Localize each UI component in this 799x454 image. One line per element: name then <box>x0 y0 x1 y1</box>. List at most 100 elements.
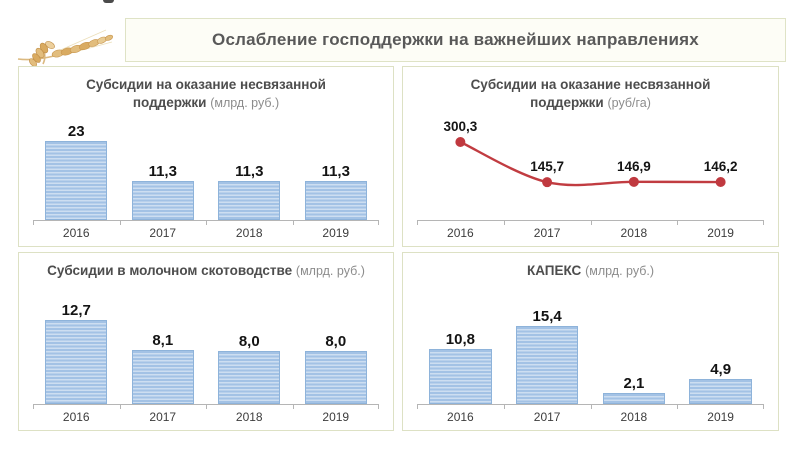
bar <box>218 181 281 220</box>
axis-tick <box>590 405 592 409</box>
bar-value-label: 8,0 <box>325 333 347 350</box>
line-marker <box>715 177 726 188</box>
chart-title: Субсидии на оказание несвязанной поддерж… <box>435 76 747 112</box>
x-axis-tick-label: 2019 <box>707 226 734 240</box>
line-plot-area: 300,3 145,7 146,9 146,2 <box>417 116 764 220</box>
bar-value-label: 2,1 <box>623 375 645 392</box>
x-axis-labels: 2016 2017 2018 2019 <box>417 410 764 424</box>
chart-unit-label: (млрд. руб.) <box>585 264 655 278</box>
x-axis <box>33 220 379 226</box>
x-axis-tick-label: 2019 <box>322 226 350 240</box>
chart-title: КАПЕКС (млрд. руб.) <box>527 262 654 280</box>
axis-tick <box>206 221 207 225</box>
axis-tick <box>417 221 418 225</box>
axis-tick <box>33 405 34 409</box>
bar-value-label: 11,3 <box>148 163 177 180</box>
axis-tick <box>292 221 294 225</box>
x-axis-tick-label: 2019 <box>322 410 350 424</box>
x-axis-tick-label: 2017 <box>533 410 561 424</box>
bar <box>304 181 367 220</box>
bar <box>45 141 108 220</box>
chart-unit-label: (руб/га) <box>607 96 651 111</box>
chart-title-text: Субсидии в молочном скотоводстве <box>47 263 293 278</box>
x-axis-labels: 2016 2017 2018 2019 <box>417 226 764 240</box>
bar-value-label: 11,3 <box>321 163 350 180</box>
axis-tick <box>590 221 592 225</box>
bar-slot: 4,9 <box>677 304 764 404</box>
point-value-label: 300,3 <box>443 119 477 134</box>
chart-panel-unlinked-support-rub[interactable]: Субсидии на оказание несвязанной поддерж… <box>18 66 394 247</box>
slide-title-box[interactable]: Ослабление господдержки на важнейших нап… <box>125 18 786 62</box>
line-marker <box>628 176 639 187</box>
bar-slot: 23 <box>33 119 120 220</box>
axis-tick <box>292 405 294 409</box>
bar <box>515 326 579 404</box>
axis-tick <box>503 221 505 225</box>
bar-slot: 8,0 <box>293 298 380 404</box>
chart-title: Субсидии на оказание несвязанной поддерж… <box>50 76 362 112</box>
x-axis-tick-label: 2017 <box>533 226 561 240</box>
chart-panel-dairy-subsidies[interactable]: Субсидии в молочном скотоводстве (млрд. … <box>18 252 394 431</box>
bar-value-label: 11,3 <box>235 163 264 180</box>
bar-value-label: 4,9 <box>710 361 732 378</box>
point-value-label: 146,2 <box>704 159 738 174</box>
axis-tick <box>119 221 121 225</box>
chart-title: Субсидии в молочном скотоводстве (млрд. … <box>47 262 365 280</box>
x-axis <box>33 404 379 410</box>
x-axis-tick-label: 2016 <box>447 410 474 424</box>
bar-slot: 2,1 <box>591 304 678 404</box>
bar-slot: 8,1 <box>120 298 207 404</box>
axis-tick <box>417 405 418 409</box>
x-axis-tick-label: 2016 <box>62 226 90 240</box>
x-axis-tick-label: 2016 <box>62 410 90 424</box>
axis-tick <box>206 405 207 409</box>
bar-slot: 11,3 <box>293 119 380 220</box>
chart-unit-label: (млрд. руб.) <box>210 96 280 111</box>
x-axis-labels: 2016 2017 2018 2019 <box>33 226 379 240</box>
bar <box>304 351 367 404</box>
bar <box>602 393 666 404</box>
bar-plot-area: 10,8 15,4 2,1 4,9 <box>417 304 764 404</box>
bar-value-label: 23 <box>67 123 85 140</box>
chart-unit-label: (млрд. руб.) <box>295 264 365 278</box>
axis-tick <box>378 405 379 409</box>
bar-value-label: 10,8 <box>445 331 475 348</box>
wheat-logo[interactable] <box>8 12 114 66</box>
chart-panel-unlinked-support-per-ha[interactable]: Субсидии на оказание несвязанной поддерж… <box>402 66 779 247</box>
bar-slot: 10,8 <box>417 304 504 404</box>
bar <box>45 320 108 404</box>
axis-tick <box>763 221 764 225</box>
chart-title-text: Субсидии на оказание несвязанной поддерж… <box>86 77 326 111</box>
axis-tick <box>677 221 679 225</box>
x-axis-tick-label: 2017 <box>149 410 177 424</box>
axis-tick <box>378 221 379 225</box>
axis-tick <box>119 405 121 409</box>
bar-value-label: 8,0 <box>238 333 260 350</box>
line-chart-svg: 300,3 145,7 146,9 146,2 <box>443 119 738 188</box>
bar <box>131 350 194 404</box>
bar-value-label: 15,4 <box>532 308 562 325</box>
bar-slot: 8,0 <box>206 298 293 404</box>
chart-panel-capex[interactable]: КАПЕКС (млрд. руб.) 10,8 15,4 2,1 4,9 2016 2… <box>402 252 779 431</box>
x-axis-labels: 2016 2017 2018 2019 <box>33 410 379 424</box>
point-value-label: 146,9 <box>617 159 651 174</box>
x-axis-tick-label: 2016 <box>447 226 474 240</box>
axis-tick <box>763 405 764 409</box>
x-axis-tick-label: 2018 <box>620 226 648 240</box>
axis-tick <box>33 221 34 225</box>
bar <box>131 181 194 220</box>
bar-plot-area: 12,7 8,1 8,0 8,0 <box>33 298 379 404</box>
x-axis-tick-label: 2018 <box>235 226 263 240</box>
bar <box>429 349 492 404</box>
bar-value-label: 12,7 <box>61 302 91 319</box>
chart-title-text: КАПЕКС <box>526 263 582 278</box>
bar-slot: 12,7 <box>33 298 120 404</box>
bar-plot-area: 23 11,3 11,3 11,3 <box>33 119 379 220</box>
x-axis-tick-label: 2018 <box>235 410 263 424</box>
bar <box>689 379 752 404</box>
bar <box>218 351 281 404</box>
line-marker <box>455 137 466 147</box>
cropped-glyph-artifact <box>103 0 114 3</box>
axis-tick <box>503 405 505 409</box>
chart-title-text: Субсидии на оказание несвязанной поддерж… <box>470 77 711 111</box>
